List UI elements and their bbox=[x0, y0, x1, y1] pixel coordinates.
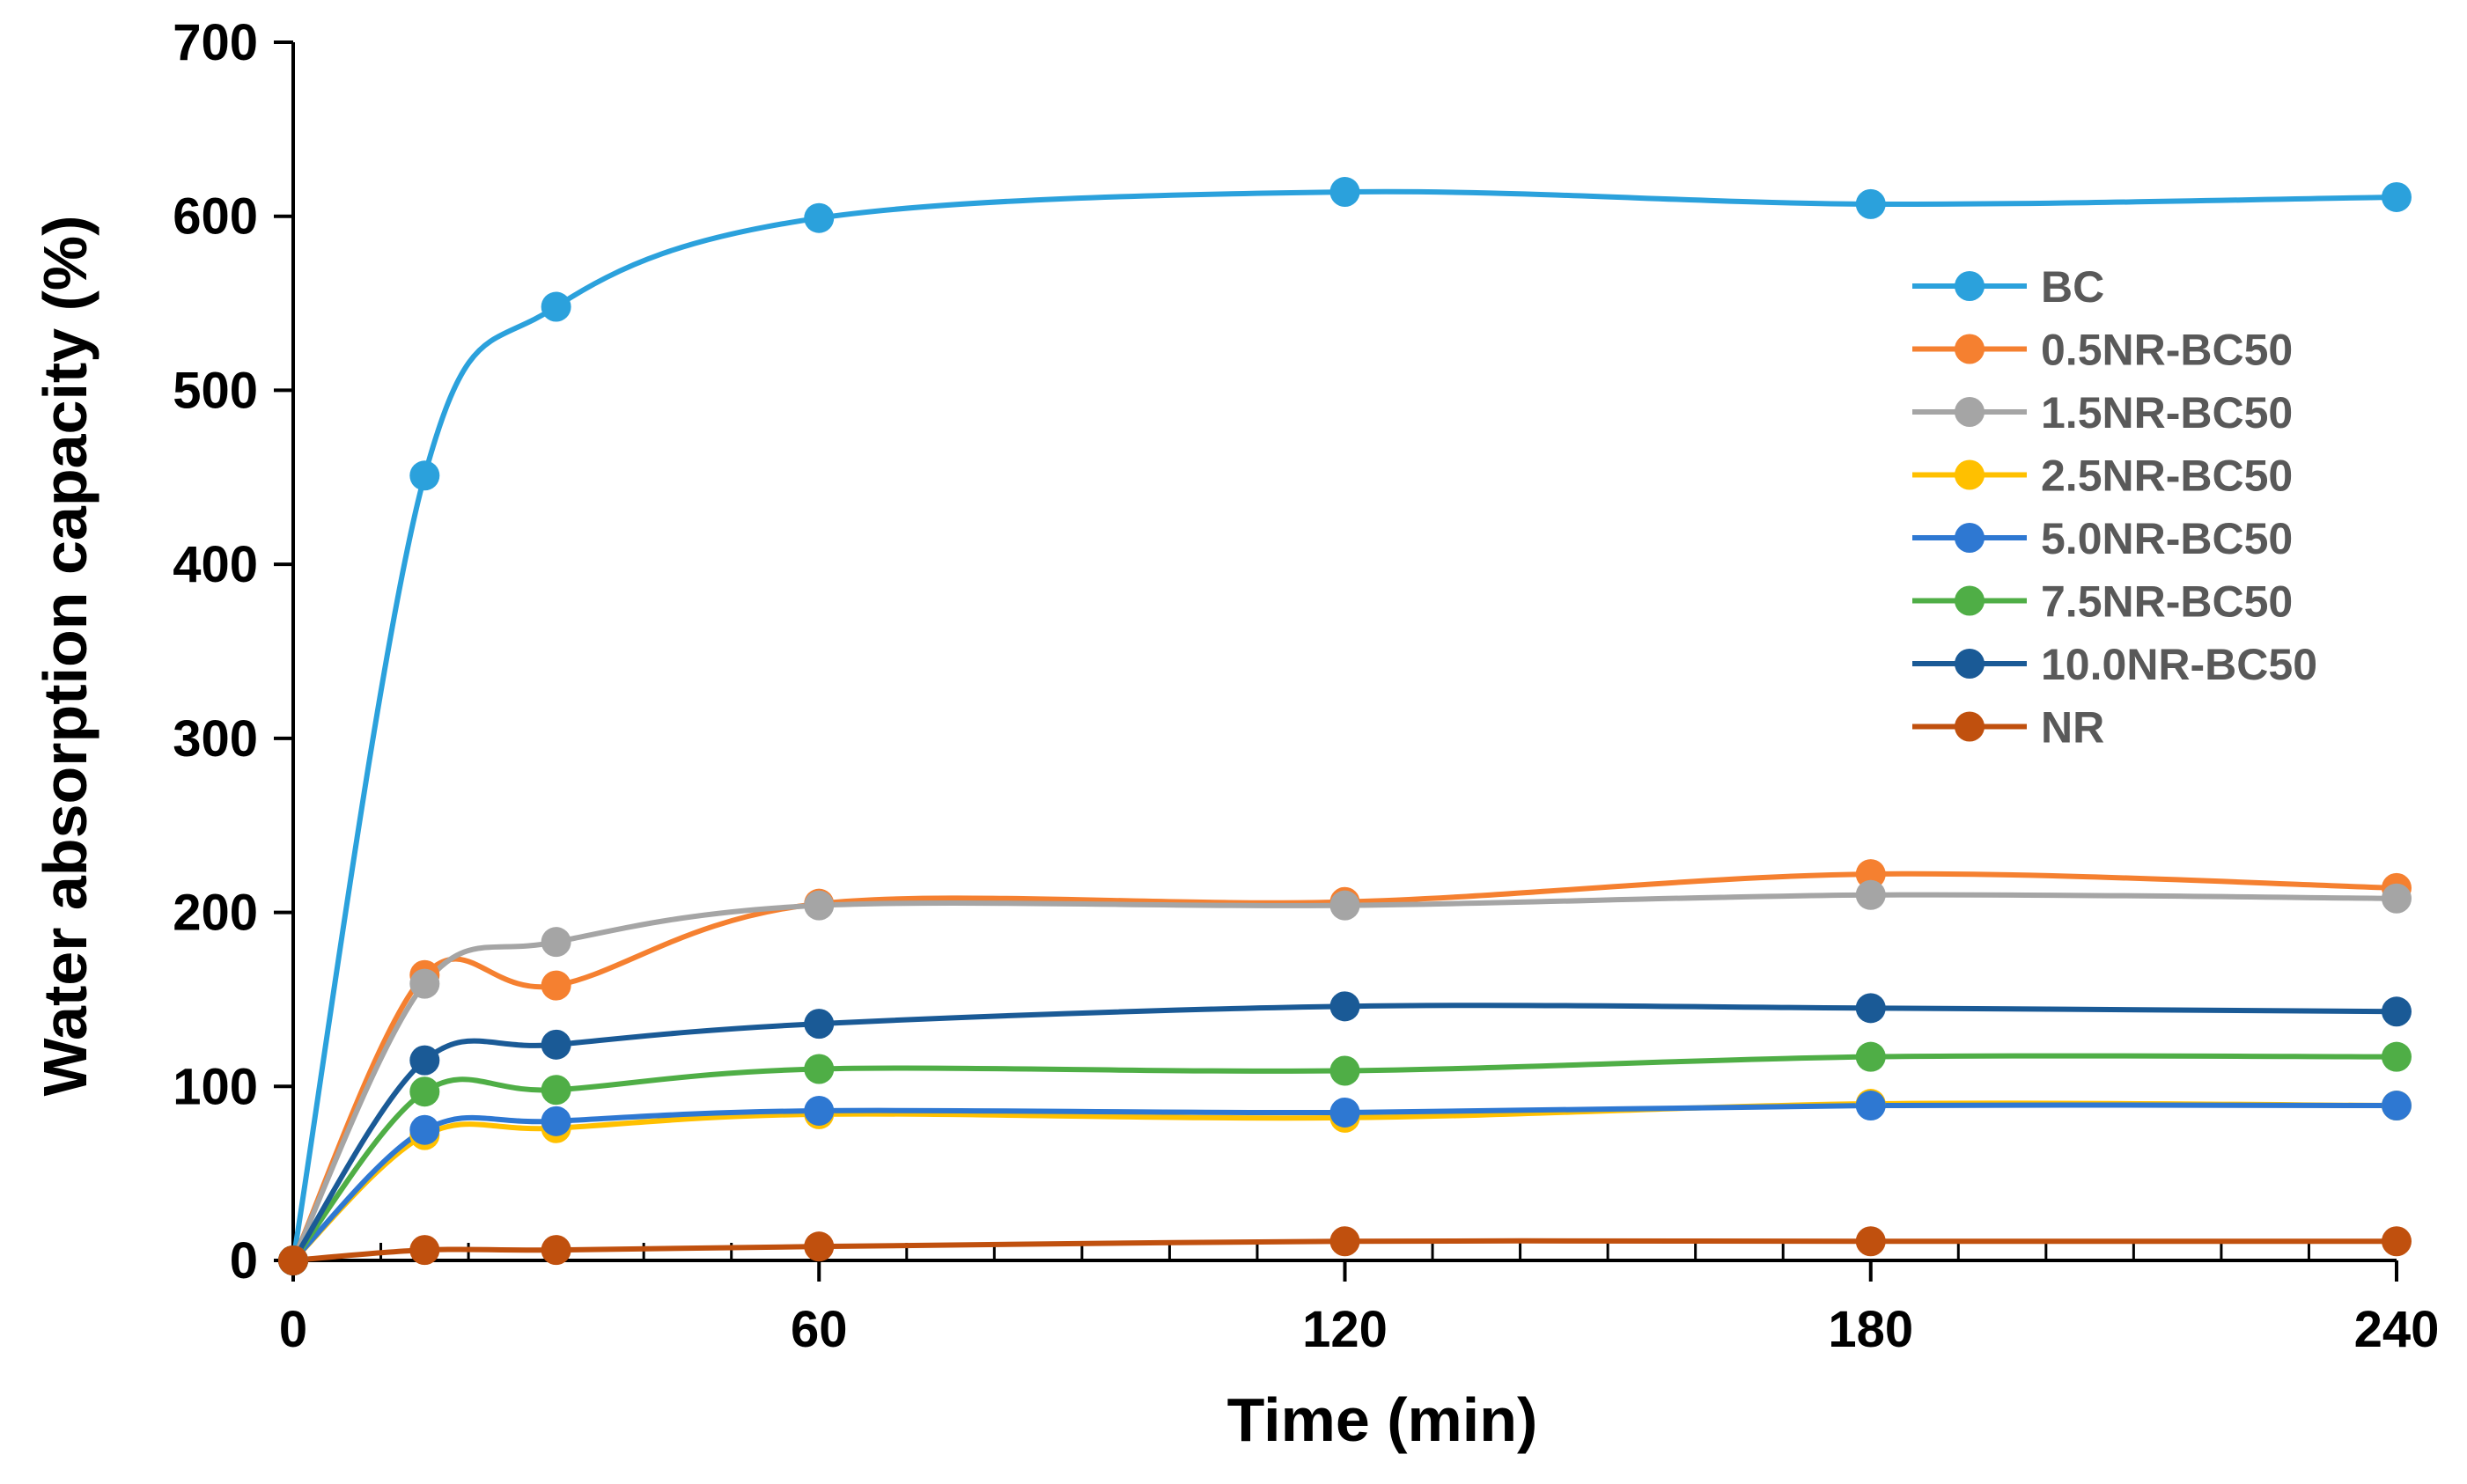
data-point-nr-15 bbox=[409, 1235, 440, 1266]
legend-label-5-0nr-bc50: 5.0NR-BC50 bbox=[2041, 514, 2293, 563]
x-tick-label: 120 bbox=[1302, 1301, 1388, 1358]
series-line-5-0nr-bc50 bbox=[291, 1102, 2399, 1263]
legend-marker-0-5nr-bc50 bbox=[1955, 334, 1985, 364]
data-point-7-5nr-bc50-240 bbox=[2382, 1041, 2412, 1072]
x-tick-label: 240 bbox=[2354, 1301, 2440, 1358]
data-point-bc-240 bbox=[2382, 181, 2412, 212]
data-point-5-0nr-bc50-180 bbox=[1855, 1091, 1886, 1121]
series-line-7-5nr-bc50 bbox=[291, 1053, 2399, 1263]
data-point-5-0nr-bc50-60 bbox=[804, 1095, 835, 1126]
legend-label-7-5nr-bc50: 7.5NR-BC50 bbox=[2041, 577, 2293, 627]
y-tick-label: 700 bbox=[173, 14, 258, 71]
data-point-10-0nr-bc50-30 bbox=[541, 1029, 571, 1060]
data-point-7-5nr-bc50-30 bbox=[541, 1075, 571, 1106]
y-tick-label: 600 bbox=[173, 188, 258, 246]
legend-label-nr: NR bbox=[2041, 703, 2104, 753]
legend-marker-7-5nr-bc50 bbox=[1955, 585, 1985, 616]
data-point-5-0nr-bc50-15 bbox=[409, 1114, 440, 1145]
data-point-7-5nr-bc50-15 bbox=[409, 1076, 440, 1107]
data-point-1-5nr-bc50-180 bbox=[1855, 879, 1886, 910]
data-point-nr-0 bbox=[278, 1245, 308, 1275]
legend-label-bc: BC bbox=[2041, 262, 2104, 312]
data-point-0-5nr-bc50-30 bbox=[541, 970, 571, 1001]
data-point-5-0nr-bc50-120 bbox=[1329, 1097, 1360, 1128]
data-point-1-5nr-bc50-15 bbox=[409, 968, 440, 999]
data-point-bc-120 bbox=[1329, 177, 1360, 208]
data-point-10-0nr-bc50-240 bbox=[2382, 996, 2412, 1027]
data-point-0-5nr-bc50-180 bbox=[1855, 859, 1886, 890]
y-tick-label: 300 bbox=[173, 710, 258, 768]
data-point-10-0nr-bc50-15 bbox=[409, 1045, 440, 1076]
x-axis-title: Time (min) bbox=[1227, 1385, 1538, 1454]
legend-marker-10-0nr-bc50 bbox=[1955, 649, 1985, 679]
data-point-7-5nr-bc50-60 bbox=[804, 1054, 835, 1084]
legend-marker-1-5nr-bc50 bbox=[1955, 397, 1985, 427]
x-tick-label: 180 bbox=[1828, 1301, 1913, 1358]
x-tick-label: 60 bbox=[791, 1301, 848, 1358]
y-tick-label: 0 bbox=[230, 1232, 258, 1289]
data-point-1-5nr-bc50-240 bbox=[2382, 883, 2412, 914]
legend-marker-5-0nr-bc50 bbox=[1955, 523, 1985, 553]
data-point-1-5nr-bc50-60 bbox=[804, 890, 835, 921]
data-point-10-0nr-bc50-120 bbox=[1329, 991, 1360, 1022]
legend-label-2-5nr-bc50: 2.5NR-BC50 bbox=[2041, 452, 2293, 501]
y-tick-label: 500 bbox=[173, 362, 258, 419]
y-tick-label: 400 bbox=[173, 536, 258, 593]
legend-marker-bc bbox=[1955, 271, 1985, 301]
series-points bbox=[278, 177, 2412, 1275]
legend-marker-2-5nr-bc50 bbox=[1955, 459, 1985, 490]
data-point-bc-30 bbox=[541, 291, 571, 322]
data-point-nr-240 bbox=[2382, 1226, 2412, 1257]
data-point-1-5nr-bc50-30 bbox=[541, 927, 571, 958]
data-point-bc-15 bbox=[409, 460, 440, 491]
series-line-nr bbox=[291, 1238, 2399, 1263]
y-tick-label: 100 bbox=[173, 1058, 258, 1115]
legend: BC 0.5NR-BC50 1.5NR-BC50 2.5NR-BC50 5.0NR-BC… bbox=[1912, 262, 2317, 753]
data-point-10-0nr-bc50-180 bbox=[1855, 993, 1886, 1024]
data-point-5-0nr-bc50-240 bbox=[2382, 1091, 2412, 1121]
data-point-nr-180 bbox=[1855, 1226, 1886, 1257]
data-point-1-5nr-bc50-120 bbox=[1329, 890, 1360, 921]
series-line-10-0nr-bc50 bbox=[291, 1003, 2399, 1263]
y-tick-label: 200 bbox=[173, 885, 258, 942]
data-point-10-0nr-bc50-60 bbox=[804, 1009, 835, 1040]
data-point-nr-60 bbox=[804, 1231, 835, 1262]
data-point-nr-30 bbox=[541, 1235, 571, 1266]
series-lines bbox=[291, 188, 2399, 1263]
axes: 0 100 200 300 400 500 600 700 0 60 120 180 240 bbox=[173, 14, 2439, 1358]
data-point-5-0nr-bc50-30 bbox=[541, 1106, 571, 1136]
legend-label-1-5nr-bc50: 1.5NR-BC50 bbox=[2041, 388, 2293, 437]
data-point-nr-120 bbox=[1329, 1226, 1360, 1257]
data-point-7-5nr-bc50-120 bbox=[1329, 1055, 1360, 1086]
data-point-bc-60 bbox=[804, 202, 835, 233]
data-point-bc-180 bbox=[1855, 188, 1886, 219]
legend-label-10-0nr-bc50: 10.0NR-BC50 bbox=[2041, 640, 2317, 689]
legend-marker-nr bbox=[1955, 711, 1985, 742]
y-axis-title: Water absorption capacity (%) bbox=[31, 216, 99, 1097]
data-point-7-5nr-bc50-180 bbox=[1855, 1041, 1886, 1072]
x-tick-label: 0 bbox=[279, 1301, 307, 1358]
legend-label-0-5nr-bc50: 0.5NR-BC50 bbox=[2041, 326, 2293, 375]
